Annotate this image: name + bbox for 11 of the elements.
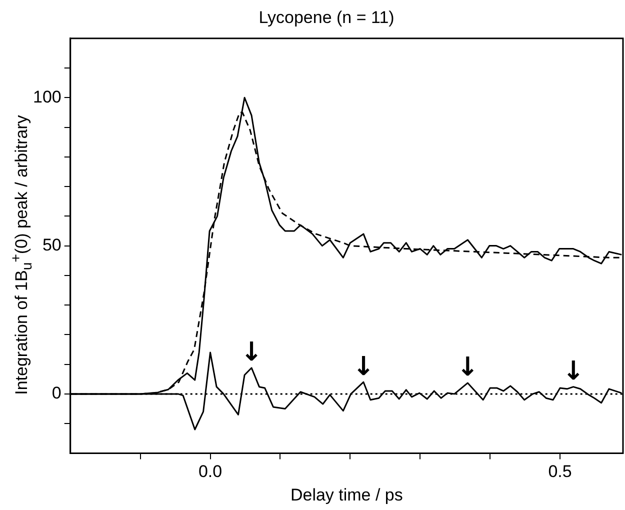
x-tick-label: 0.5 <box>548 462 572 482</box>
annotation: ↓ <box>352 352 374 382</box>
x-tick-label: 0.0 <box>198 462 222 482</box>
annotation: ↓ <box>562 356 584 387</box>
annotation: ↓ <box>240 338 262 368</box>
chart-title: Lycopene (n = 11) <box>258 8 394 27</box>
y-tick-label: 50 <box>42 235 62 254</box>
x-axis-title: Delay time / ps <box>290 485 403 504</box>
annotation: ↓ <box>456 352 479 383</box>
y-tick-label: 100 <box>32 87 62 106</box>
y-tick-label: 0 <box>52 384 62 403</box>
